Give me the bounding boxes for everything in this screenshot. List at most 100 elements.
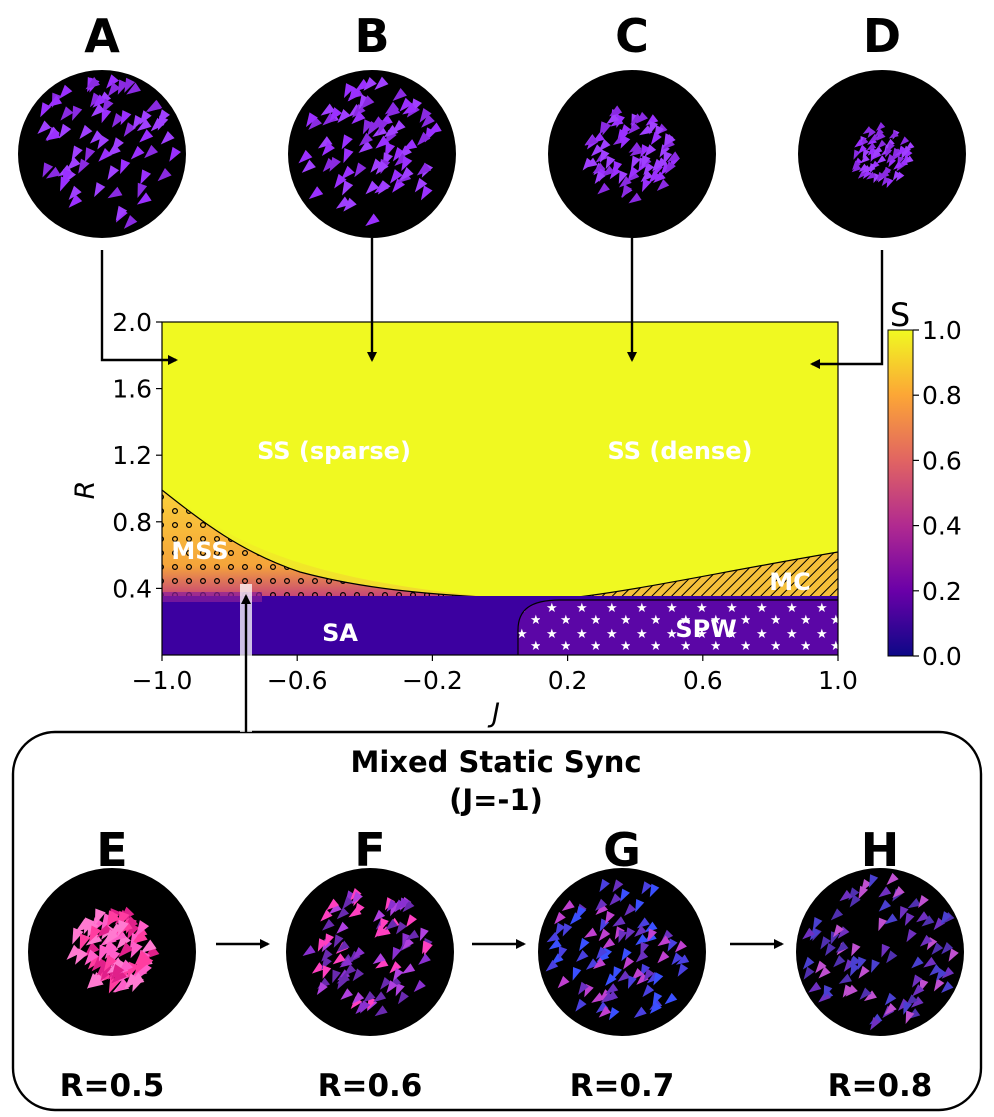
particle [306, 112, 318, 128]
particle [384, 142, 396, 158]
panel-b: B [288, 9, 456, 238]
particle [880, 166, 891, 176]
particle [833, 955, 846, 968]
particle [145, 100, 161, 112]
particle [365, 213, 380, 227]
particle [605, 973, 617, 987]
particle [399, 97, 413, 112]
particle [627, 975, 637, 990]
particle [47, 95, 63, 108]
particle [874, 127, 884, 138]
particle [94, 908, 106, 926]
particle [140, 169, 152, 185]
particle [326, 898, 340, 911]
particle [657, 950, 670, 964]
particle [941, 981, 954, 993]
particle [858, 163, 869, 172]
mixed-static-sync-box: Mixed Static Sync (J=-1) ER=0.5 FR=0.6 GR=… [11, 584, 983, 1112]
particle [578, 981, 589, 995]
particle [893, 161, 903, 170]
particle [649, 120, 658, 135]
particle [89, 971, 105, 988]
colorbar-tick-label: 0.4 [922, 512, 962, 541]
particle [329, 107, 343, 122]
particle [862, 148, 870, 159]
particle [912, 984, 925, 997]
y-tick-label: 1.2 [112, 441, 152, 470]
particle [802, 927, 815, 940]
particle [333, 934, 344, 948]
particle [628, 192, 642, 204]
particle [348, 906, 362, 918]
particle [866, 171, 877, 180]
particle [140, 939, 157, 954]
particle [62, 168, 73, 185]
particle [123, 214, 138, 229]
particle [419, 927, 429, 942]
particle [861, 164, 872, 174]
particle [652, 158, 664, 172]
bottom-panels: ER=0.5 FR=0.6 GR=0.7 HR=0.8 [28, 823, 964, 1104]
particle [557, 975, 570, 989]
particle [657, 935, 671, 947]
particle [630, 113, 643, 125]
particle [87, 953, 103, 970]
particle [374, 925, 387, 938]
particle [837, 926, 850, 939]
particle [91, 955, 107, 972]
particle [332, 969, 341, 984]
particle [892, 886, 905, 899]
x-tick-label: −1.0 [132, 666, 193, 695]
particle [392, 967, 404, 981]
particle [825, 942, 836, 956]
particle [370, 158, 384, 173]
particle [923, 956, 937, 968]
particle [37, 120, 52, 134]
particle [857, 144, 867, 154]
particle [298, 149, 313, 164]
particle [374, 1005, 388, 1017]
particle [68, 185, 82, 200]
particle [134, 958, 148, 975]
particle [322, 157, 336, 172]
particle [656, 179, 670, 192]
particle [392, 946, 402, 961]
particle [358, 132, 373, 147]
region-label-mss: MSS [171, 537, 228, 565]
particle [605, 155, 616, 170]
particle [132, 114, 144, 130]
particle [341, 134, 353, 150]
particle [116, 933, 131, 950]
particle [612, 966, 623, 980]
particle [120, 110, 132, 126]
particle [941, 942, 954, 955]
particle [348, 104, 363, 117]
particle [862, 169, 872, 179]
particle [897, 145, 907, 156]
particle [641, 155, 651, 169]
particle [610, 116, 624, 127]
particle [595, 946, 608, 960]
particle [853, 149, 861, 160]
particle [887, 142, 895, 153]
particle [420, 185, 433, 201]
particle [555, 922, 566, 936]
particle [66, 944, 82, 960]
particle [933, 978, 945, 992]
particle [627, 122, 641, 135]
particle [85, 76, 100, 90]
particle [360, 95, 375, 109]
particle [106, 910, 119, 928]
x-tick-label: 0.2 [548, 666, 588, 695]
panel-h: HR=0.8 [796, 823, 964, 1104]
particle [618, 929, 628, 943]
particle [935, 968, 947, 982]
particle [413, 979, 426, 993]
particle [324, 933, 334, 947]
region-label-spw: SPW [675, 615, 736, 643]
particle [609, 166, 621, 180]
particle [851, 942, 861, 957]
particle [871, 149, 881, 159]
panel-letter-a: A [84, 9, 120, 63]
particle [665, 161, 676, 175]
